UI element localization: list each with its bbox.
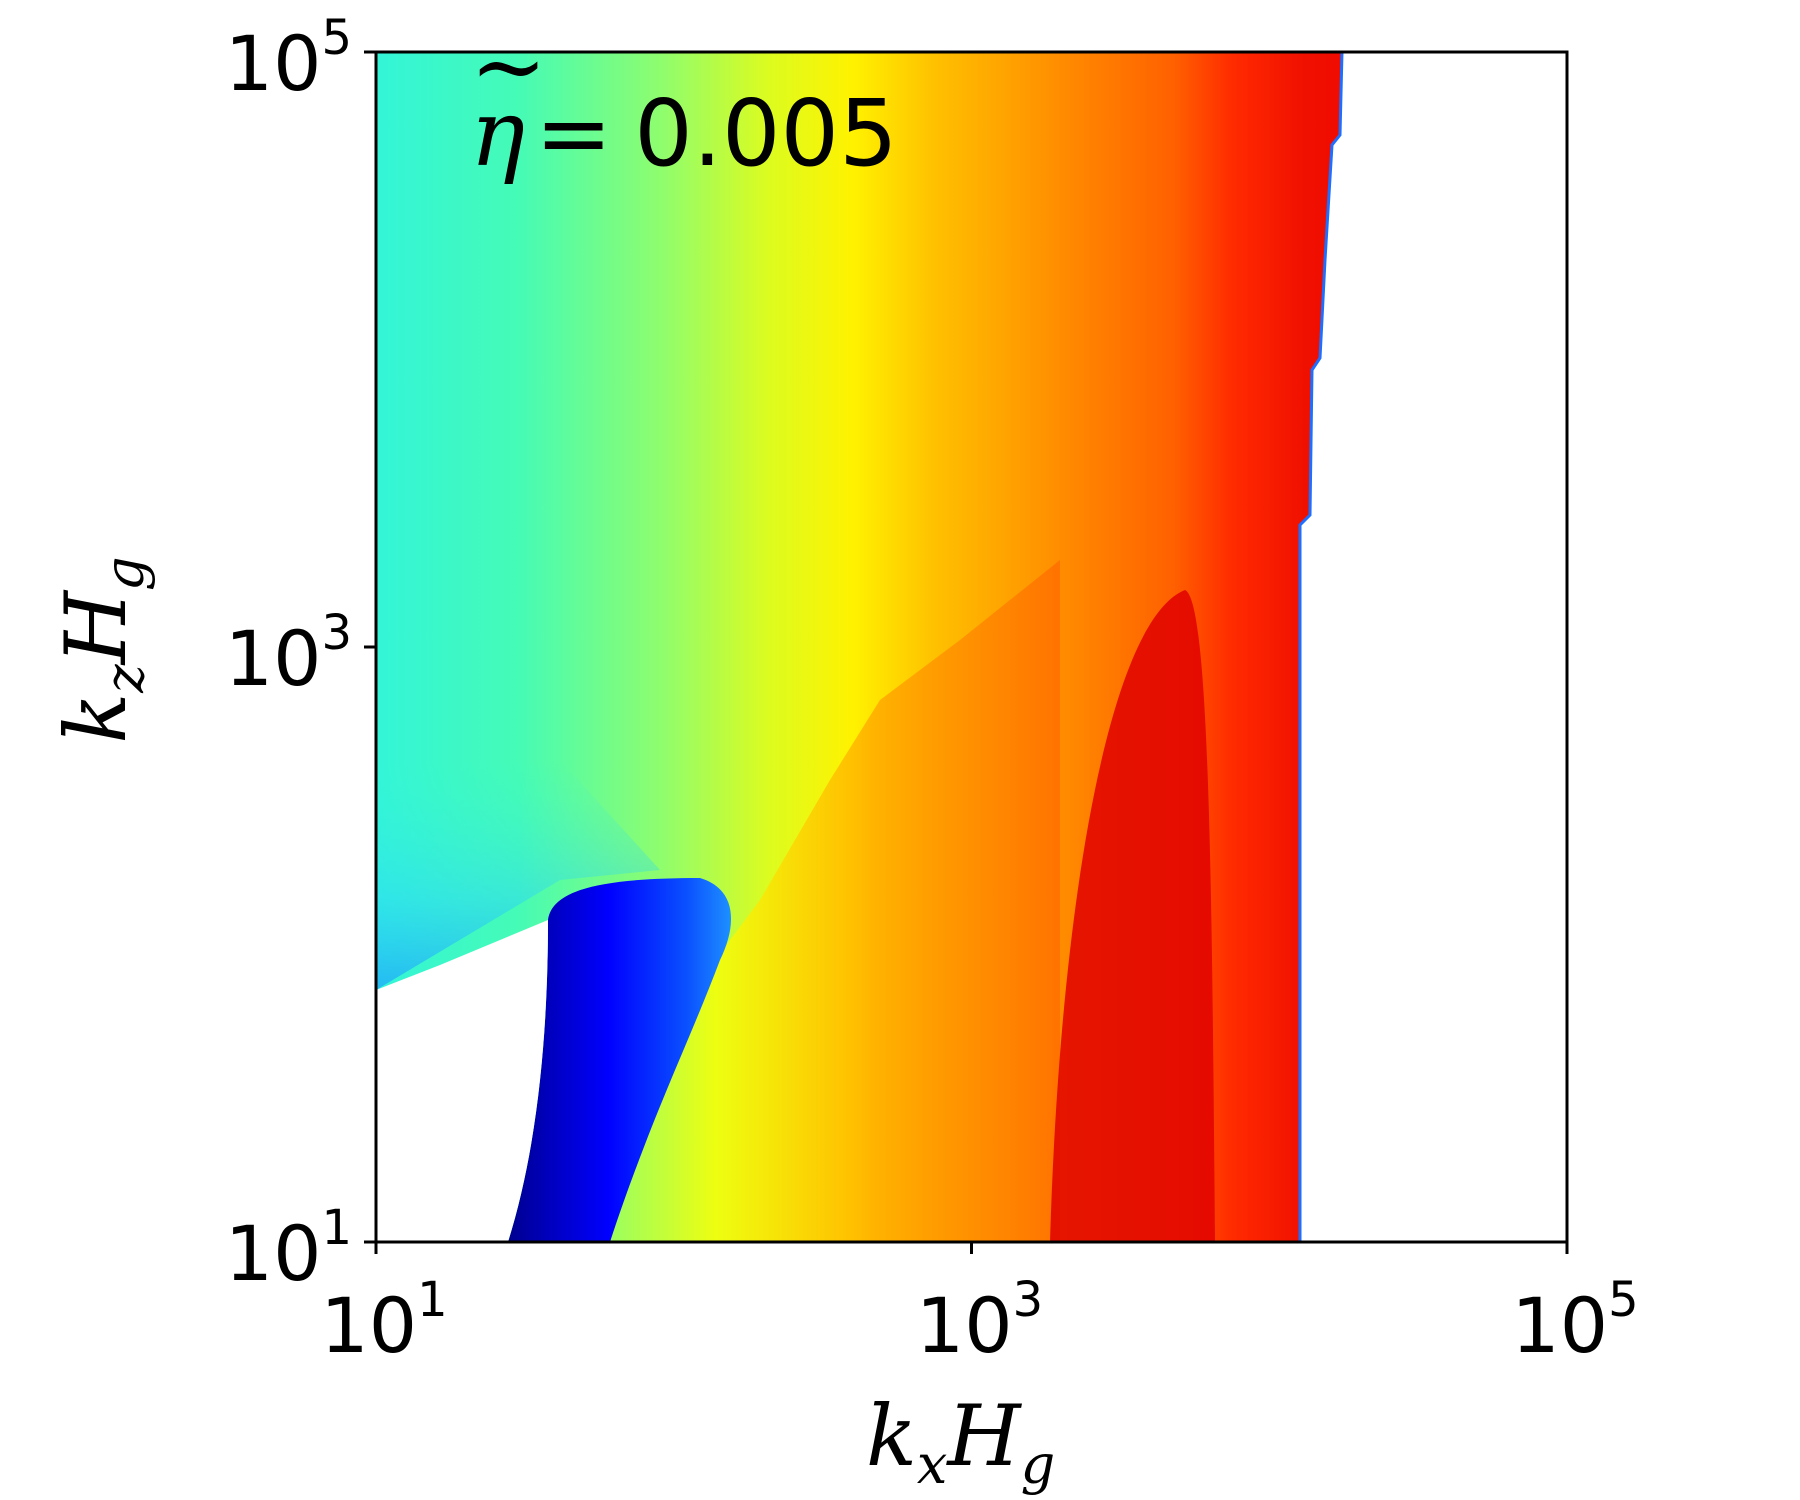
y-tick-label: 103 [225, 605, 352, 703]
cutoff-edge [1298, 52, 1344, 1242]
cyan-transition [376, 760, 660, 990]
x-axis-label: kxHg [866, 1387, 1055, 1496]
x-tick-label: 105 [1511, 1272, 1638, 1370]
deep-red-core [1050, 590, 1215, 1242]
eta-annotation: ~ η = 0.005 [470, 13, 898, 187]
unstable-blue-region [508, 878, 732, 1242]
svg-text:η=0.005: η = 0.005 [470, 80, 898, 187]
annotation-accent: ~ [470, 13, 547, 120]
x-tick-label: 103 [916, 1272, 1043, 1370]
x-tick-label: 101 [320, 1272, 447, 1370]
x-axis: 101 103 105 [320, 1242, 1639, 1370]
annotation-equals: = [535, 80, 612, 187]
y-tick-label: 101 [225, 1200, 352, 1298]
heatmap-field [376, 52, 1567, 1242]
y-tick-label: 105 [225, 10, 352, 108]
lower-warm-band [600, 560, 1060, 1242]
annotation-symbol: η [470, 80, 525, 187]
empty-lower-left [376, 920, 548, 1242]
empty-right-region [1300, 52, 1567, 1242]
annotation-value: 0.005 [634, 80, 897, 187]
y-axis-label: kzHg [47, 556, 156, 743]
y-axis: 101 103 105 [225, 10, 376, 1298]
